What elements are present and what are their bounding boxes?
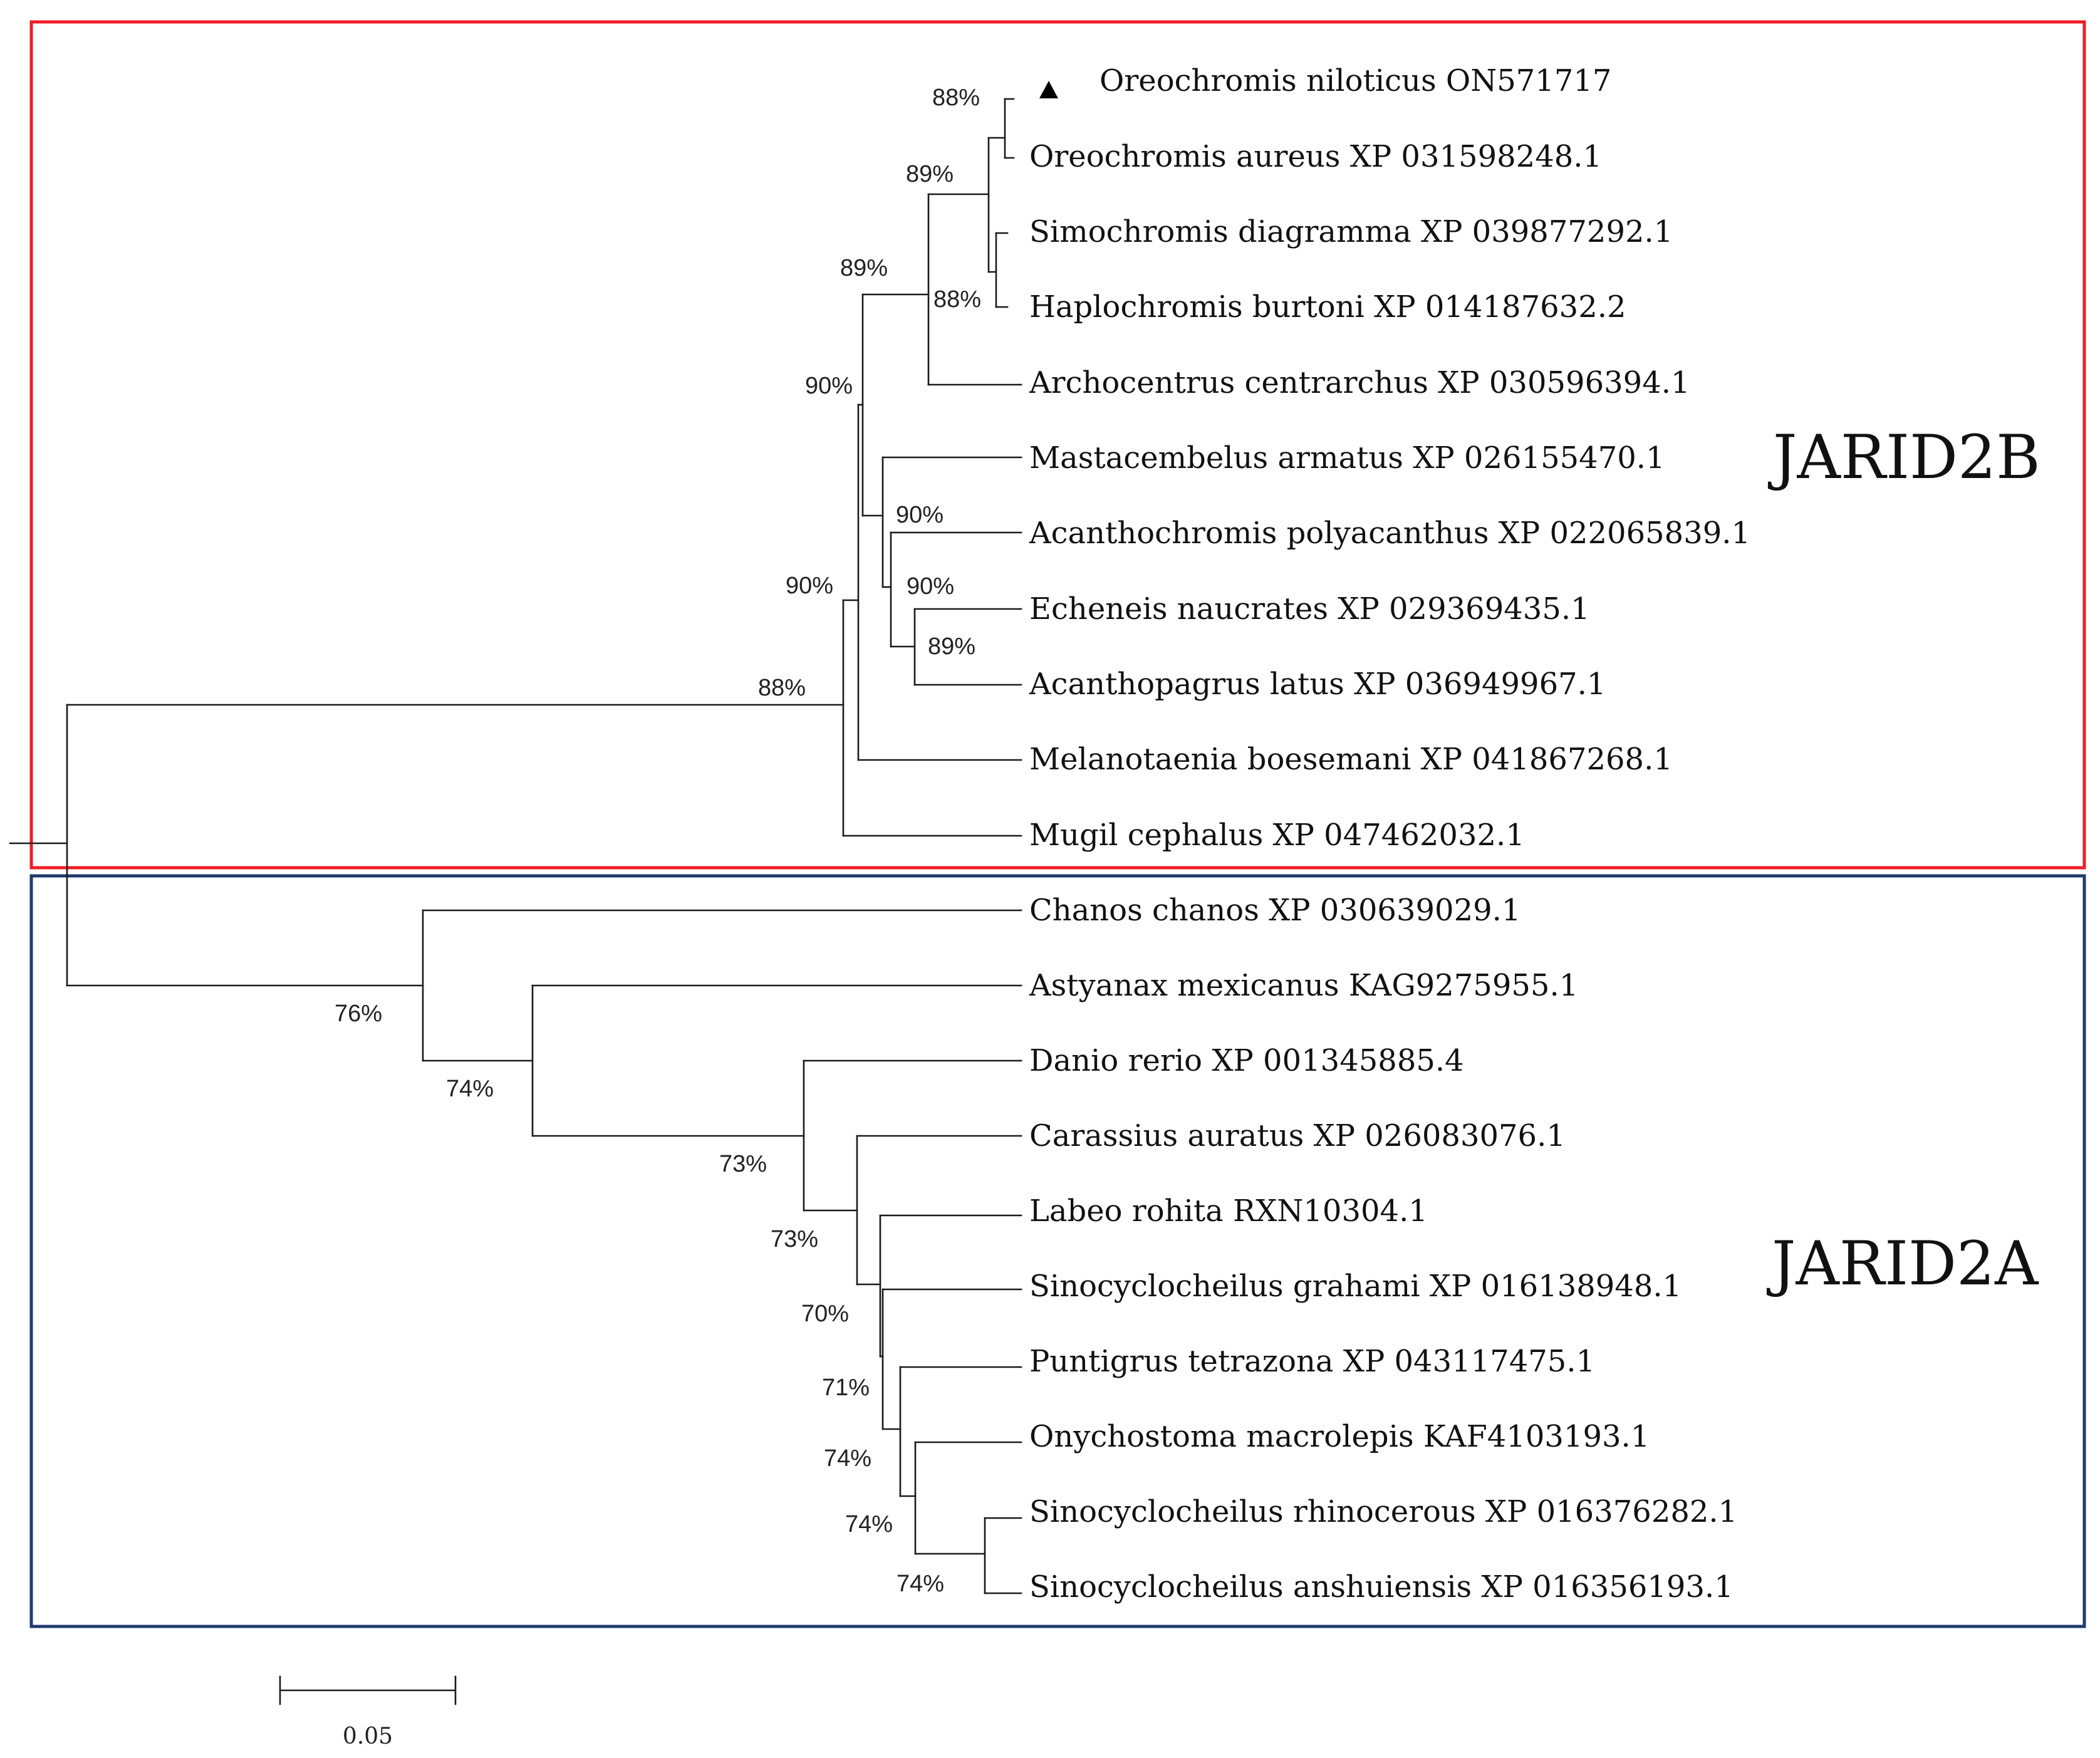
taxon-label: Sinocyclocheilus grahami XP 016138948.1	[1029, 1269, 1682, 1304]
jarid2a-label: JARID2A	[1766, 1229, 2039, 1299]
jarid2a-clade-box	[29, 874, 2086, 1628]
taxon-label: Labeo rohita RXN10304.1	[1029, 1194, 1428, 1229]
scale-bar: 0.05	[279, 1675, 457, 1749]
taxon-label: Oreochromis aureus XP 031598248.1	[1029, 139, 1602, 174]
taxon-label: Danio rerio XP 001345885.4	[1029, 1043, 1464, 1078]
triangle-marker-icon	[1039, 81, 1058, 98]
node-b-88b-connector	[987, 232, 997, 308]
scale-bar-line	[279, 1675, 457, 1705]
bootstrap-value: 73%	[719, 1151, 767, 1177]
taxon-label: Mugil cephalus XP 047462032.1	[1029, 818, 1525, 853]
bootstrap-value: 88%	[933, 286, 981, 313]
jarid2b-taxa: Oreochromis niloticus ON571717 Oreochrom…	[1029, 63, 1750, 853]
taxon-label: Mastacembelus armatus XP 026155470.1	[1029, 440, 1665, 476]
bootstrap-value: 88%	[932, 85, 980, 111]
bootstrap-value: 74%	[446, 1076, 494, 1102]
bootstrap-value: 76%	[335, 1001, 382, 1027]
taxon-label: Carassius auratus XP 026083076.1	[1029, 1118, 1566, 1153]
bootstrap-value: 73%	[771, 1226, 818, 1252]
taxon-label: Haplochromis burtoni XP 014187632.2	[1029, 289, 1626, 325]
tree-branches	[9, 98, 1022, 1594]
taxon-label: Simochromis diagramma XP 039877292.1	[1029, 214, 1673, 249]
scale-bar-label: 0.05	[343, 1724, 393, 1749]
bootstrap-value: 71%	[822, 1375, 870, 1401]
taxon-label: Onychostoma macrolepis KAF4103193.1	[1029, 1419, 1650, 1454]
taxon-label: Echeneis naucrates XP 029369435.1	[1029, 591, 1590, 627]
jarid2b-support-values: 88% 89% 88% 89% 90% 90% 90% 89% 90% 88%	[758, 85, 981, 701]
jarid2a-support-values: 76% 74% 73% 73% 70% 71% 74% 74% 74%	[335, 1001, 944, 1597]
taxon-label: Acanthopagrus latus XP 036949967.1	[1029, 667, 1606, 702]
bootstrap-value: 74%	[897, 1571, 944, 1597]
bootstrap-value: 89%	[840, 255, 888, 281]
bootstrap-value: 74%	[845, 1511, 893, 1537]
bootstrap-value: 90%	[805, 373, 853, 399]
bootstrap-value: 74%	[824, 1445, 871, 1472]
bootstrap-value: 70%	[801, 1301, 849, 1327]
bootstrap-value: 88%	[758, 675, 806, 701]
taxon-label: Oreochromis niloticus ON571717	[1099, 63, 1611, 98]
taxon-label: Acanthochromis polyacanthus XP 022065839…	[1029, 516, 1750, 551]
bootstrap-value: 90%	[896, 502, 943, 528]
taxon-label: Archocentrus centrarchus XP 030596394.1	[1029, 365, 1690, 400]
jarid2a-taxa: Chanos chanos XP 030639029.1 Astyanax me…	[1029, 893, 1737, 1605]
bootstrap-value: 89%	[928, 633, 975, 660]
taxon-label: Sinocyclocheilus anshuiensis XP 01635619…	[1029, 1569, 1734, 1605]
bootstrap-value: 90%	[907, 573, 954, 600]
taxon-label: Astyanax mexicanus KAG9275955.1	[1029, 968, 1578, 1003]
taxon-label: Sinocyclocheilus rhinocerous XP 01637628…	[1029, 1494, 1737, 1529]
taxon-label: Puntigrus tetrazona XP 043117475.1	[1029, 1344, 1595, 1379]
jarid2b-label: JARID2B	[1767, 422, 2040, 492]
bootstrap-value: 90%	[786, 573, 833, 599]
taxon-label: Melanotaenia boesemani XP 041867268.1	[1029, 742, 1673, 777]
taxon-label: Chanos chanos XP 030639029.1	[1029, 893, 1520, 928]
bootstrap-value: 89%	[906, 161, 954, 187]
jarid2b-clade-box	[29, 20, 2086, 870]
